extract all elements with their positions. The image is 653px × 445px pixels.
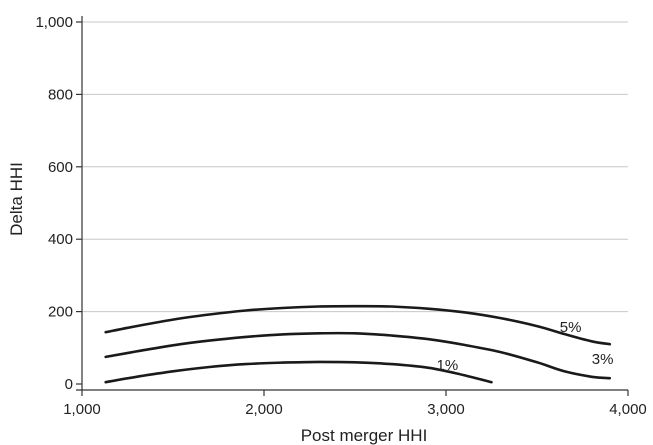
y-tick-label-0: 0 <box>65 376 73 393</box>
series-label-3pct: 3% <box>592 351 614 368</box>
y-tick-label-1000: 1,000 <box>35 14 73 31</box>
x-tick-label-3000: 3,000 <box>427 401 465 418</box>
x-tick-label-1000: 1,000 <box>63 401 101 418</box>
gridlines <box>82 21 628 313</box>
y-axis-title: Delta HHI <box>7 162 26 236</box>
series-line-5pct <box>104 304 612 346</box>
series-line-3pct <box>104 331 612 380</box>
x-tick-label-4000: 4,000 <box>609 401 647 418</box>
y-tick-label-800: 800 <box>48 86 73 103</box>
x-tick-label-2000: 2,000 <box>245 401 283 418</box>
series-label-1pct: 1% <box>437 357 459 374</box>
axes: 0 200 400 600 800 1,000 1,000 2,000 3,000 4,000 <box>35 14 646 418</box>
x-axis-title: Post merger HHI <box>301 426 428 445</box>
series-label-5pct: 5% <box>560 319 582 336</box>
series-labels: 1% 3% 5% <box>437 319 614 374</box>
y-tick-label-600: 600 <box>48 159 73 176</box>
y-tick-label-400: 400 <box>48 231 73 248</box>
series-lines <box>104 304 612 384</box>
series-line-1pct <box>104 360 493 384</box>
y-tick-label-200: 200 <box>48 304 73 321</box>
